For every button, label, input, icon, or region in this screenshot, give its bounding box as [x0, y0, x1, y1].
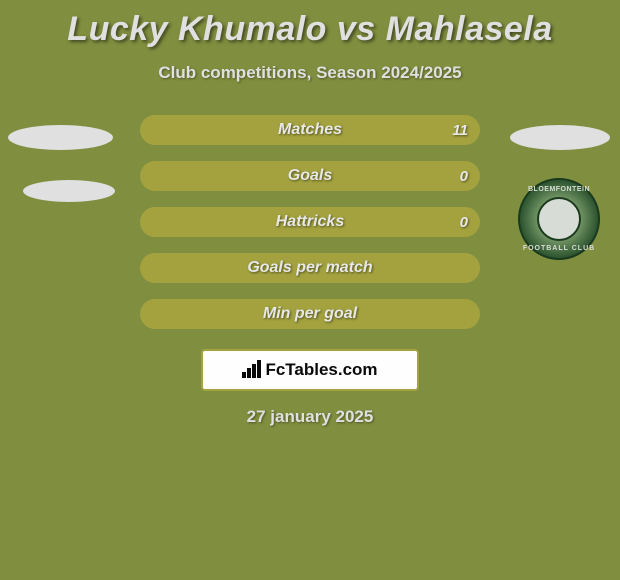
stat-row-hattricks: Hattricks 0 [140, 207, 480, 237]
stat-row-matches: Matches 11 [140, 115, 480, 145]
club-badge: BLOEMFONTEIN FOOTBALL CLUB [518, 178, 600, 260]
fctables-logo-box[interactable]: FcTables.com [201, 349, 419, 391]
badge-inner-circle [537, 197, 581, 241]
stat-label: Hattricks [276, 213, 344, 231]
page-title: Lucky Khumalo vs Mahlasela [8, 10, 612, 49]
stat-value: 11 [452, 122, 468, 139]
date-text: 27 january 2025 [8, 407, 612, 427]
stat-row-goals: Goals 0 [140, 161, 480, 191]
stat-label: Min per goal [263, 305, 357, 323]
stat-row-min-per-goal: Min per goal [140, 299, 480, 329]
page-subtitle: Club competitions, Season 2024/2025 [8, 63, 612, 83]
stat-label: Goals [288, 167, 332, 185]
barchart-icon [242, 360, 261, 380]
stat-label: Matches [278, 121, 342, 139]
badge-text-top: BLOEMFONTEIN [528, 186, 590, 193]
stat-label: Goals per match [247, 259, 372, 277]
badge-text-bottom: FOOTBALL CLUB [523, 245, 595, 252]
stat-value: 0 [460, 214, 468, 231]
left-decoration-2 [23, 180, 115, 202]
right-decoration [510, 125, 610, 150]
fctables-text: FcTables.com [265, 360, 377, 380]
stat-row-goals-per-match: Goals per match [140, 253, 480, 283]
left-decoration-1 [8, 125, 113, 150]
stat-value: 0 [460, 168, 468, 185]
